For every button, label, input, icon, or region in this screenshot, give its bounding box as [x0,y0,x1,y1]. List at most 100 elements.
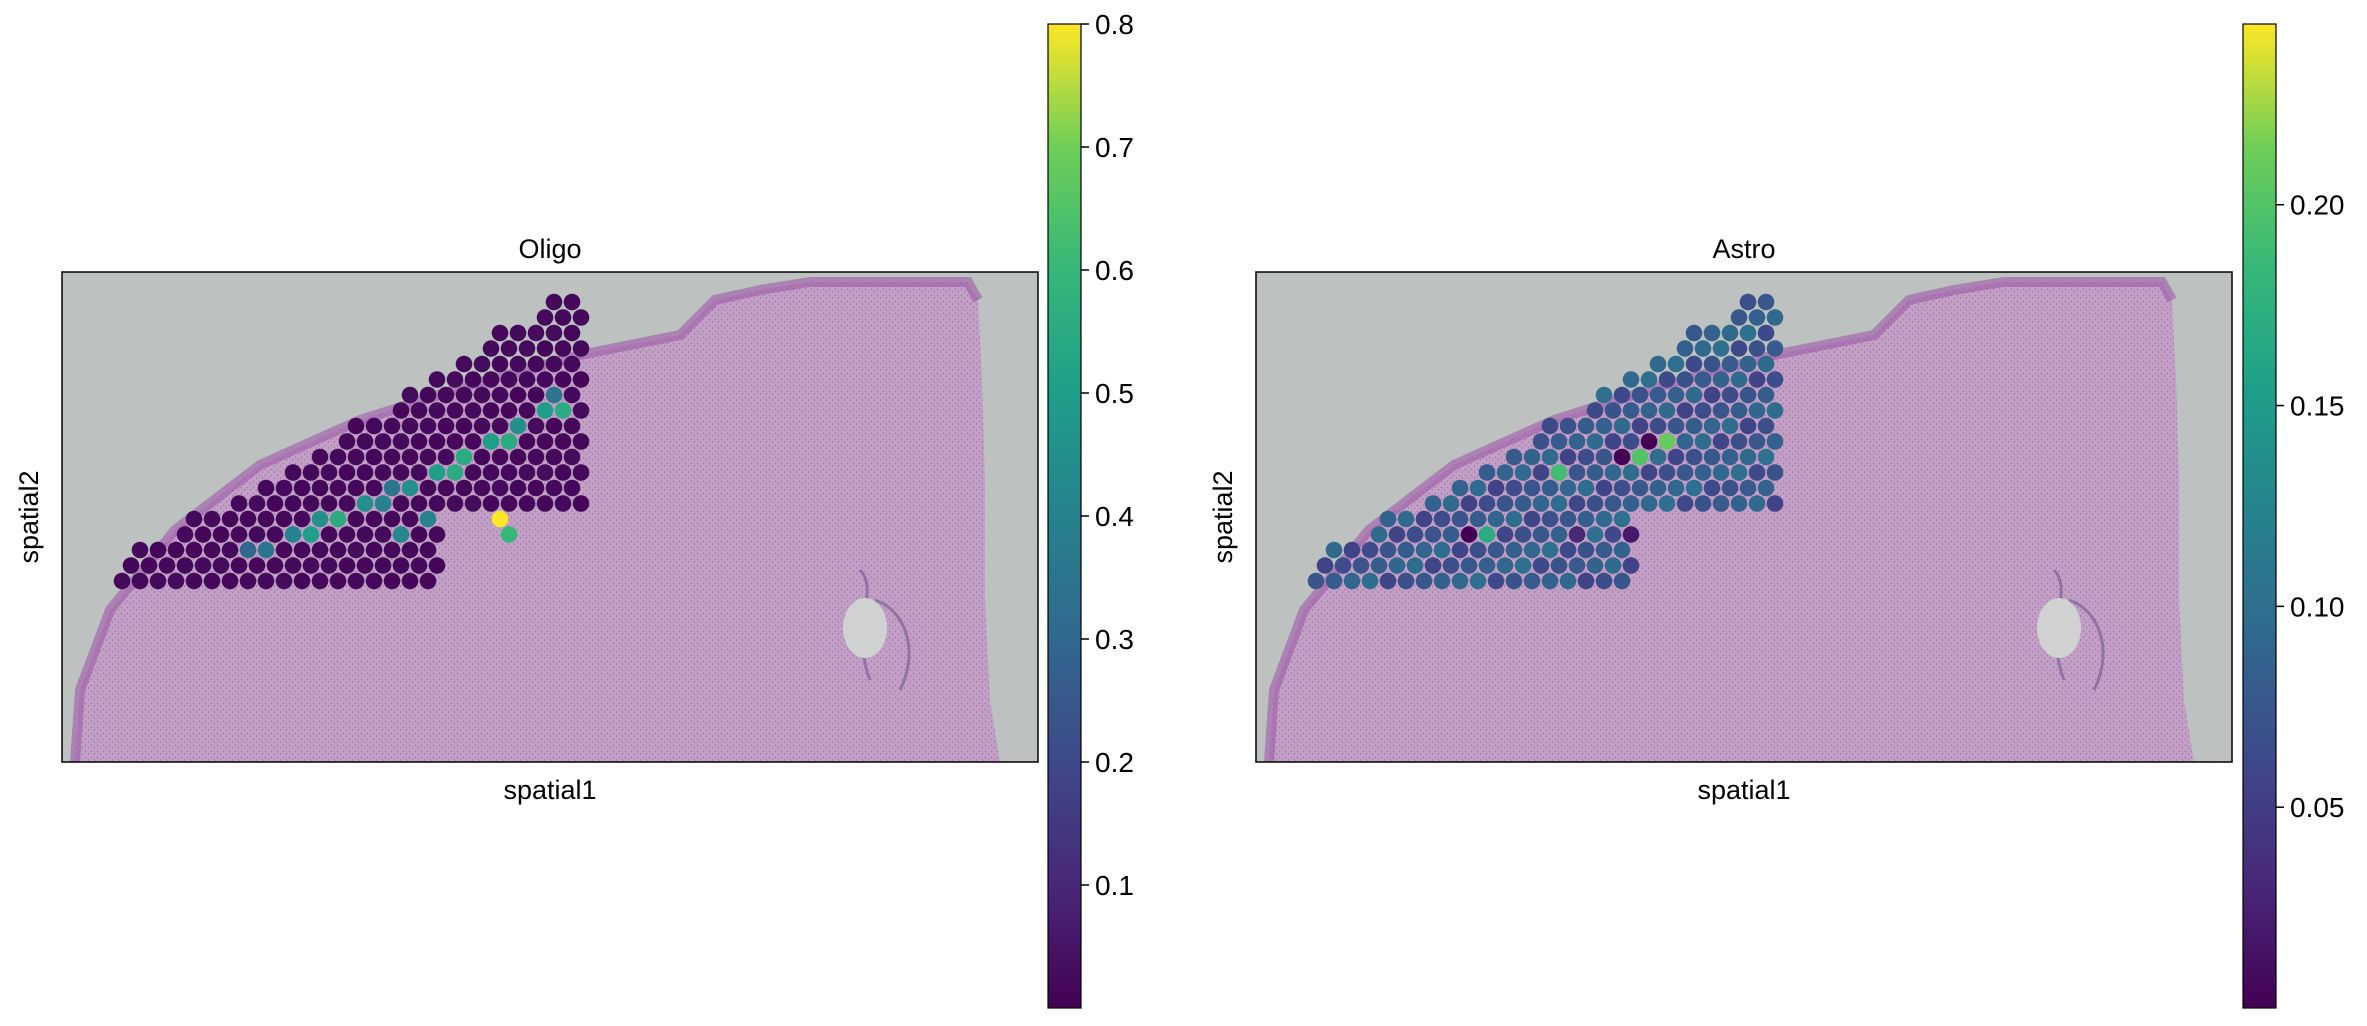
colorbar-tick-label: 0.15 [2290,391,2345,422]
spot [482,495,500,512]
spot [455,355,473,373]
spot [194,526,212,543]
spot [410,433,428,450]
spot [1532,495,1550,512]
spot [572,402,590,419]
spot [311,572,329,590]
spot [1640,495,1658,512]
spot [1586,495,1604,512]
astro-title: Astro [1712,234,1775,264]
spot [1703,355,1721,373]
spot [473,479,491,497]
spot [1622,464,1640,481]
spot [1505,448,1523,466]
spot [536,309,554,326]
spot [383,479,401,497]
spot [1667,355,1685,373]
spot [1523,510,1541,528]
spot [1505,510,1523,528]
spot [1757,355,1775,373]
spot [446,464,464,481]
spot [1523,448,1541,466]
spot [428,526,446,543]
spot [536,402,554,419]
astro-plot-frame [1255,271,2233,763]
spot [446,495,464,512]
spot [1730,433,1748,450]
spot [1604,557,1622,574]
spot [500,340,518,357]
spot [401,417,419,435]
spot [1460,557,1478,574]
spot [203,510,221,528]
spot [518,433,536,450]
spot [1469,541,1487,559]
spot [1685,417,1703,435]
spot [1748,371,1766,388]
oligo-plot-frame [61,271,1039,763]
spot [1766,495,1784,512]
spot [473,417,491,435]
spot [563,386,581,404]
spot [401,479,419,497]
spot [356,526,374,543]
spot [1478,495,1496,512]
spot [1712,495,1730,512]
spot [1676,402,1694,419]
spot [527,448,545,466]
spot [374,495,392,512]
spot [1586,526,1604,543]
spot [1532,526,1550,543]
spot [1649,448,1667,466]
spot [257,510,275,528]
spot [1478,557,1496,574]
spot [410,495,428,512]
spot [221,541,239,559]
spot [1649,479,1667,497]
spot [527,417,545,435]
colorbar-tick-label: 0.2 [1095,747,1134,778]
spot [284,557,302,574]
spot [527,324,545,342]
spot [1577,479,1595,497]
spot [509,448,527,466]
spot [1334,557,1352,574]
spot [1595,386,1613,404]
spot [1514,557,1532,574]
spot [338,557,356,574]
spot [221,572,239,590]
spot [1622,495,1640,512]
spot [509,386,527,404]
spot [1505,572,1523,590]
spot [1649,417,1667,435]
spot [500,495,518,512]
spot [1730,340,1748,357]
spot [266,526,284,543]
spot [1577,510,1595,528]
spot [1703,386,1721,404]
spot [518,464,536,481]
colorbar-tick-label: 0.20 [2290,190,2345,221]
spot [464,495,482,512]
spot [509,479,527,497]
spot [131,572,149,590]
spot [275,479,293,497]
spot [401,448,419,466]
spot [365,479,383,497]
spot [410,526,428,543]
colorbar-tick-label: 0.1 [1095,870,1134,901]
spot [1613,479,1631,497]
colorbar-tick-label: 0.05 [2290,792,2345,823]
spot [1739,448,1757,466]
spot [365,510,383,528]
spot [1676,464,1694,481]
spot [1568,495,1586,512]
spot [302,495,320,512]
spot [1649,355,1667,373]
spot [248,495,266,512]
spot [1685,355,1703,373]
spot [113,572,131,590]
spot [1442,495,1460,512]
spot [1739,417,1757,435]
spot [1712,433,1730,450]
